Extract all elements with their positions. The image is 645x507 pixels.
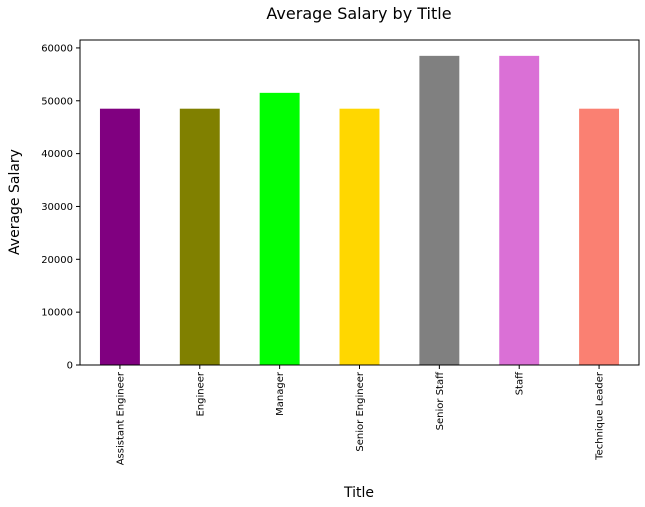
x-axis: Assistant Engineer Engineer Manager Senior … bbox=[115, 365, 606, 465]
y-axis-label: Average Salary bbox=[7, 149, 23, 255]
bar-manager bbox=[259, 92, 300, 366]
y-tick-label: 40000 bbox=[41, 149, 73, 160]
y-tick-label: 10000 bbox=[41, 308, 73, 319]
bar-technique-leader bbox=[579, 108, 620, 365]
plot-area bbox=[79, 39, 640, 366]
x-tick-label: Technique Leader bbox=[595, 371, 606, 461]
bar-engineer bbox=[179, 108, 220, 365]
bar-senior-staff bbox=[419, 55, 460, 365]
x-tick-label: Engineer bbox=[195, 371, 206, 416]
x-axis-label: Title bbox=[343, 485, 374, 501]
bars bbox=[99, 55, 620, 366]
bar-assistant-engineer bbox=[99, 108, 140, 365]
chart-title: Average Salary by Title bbox=[266, 4, 451, 23]
y-tick-label: 50000 bbox=[41, 96, 73, 107]
y-axis: 0 10000 20000 30000 40000 50000 60000 bbox=[41, 43, 80, 372]
bar-staff bbox=[499, 55, 540, 365]
y-tick-label: 0 bbox=[67, 361, 73, 372]
x-tick-label: Senior Staff bbox=[435, 371, 446, 430]
y-tick-label: 60000 bbox=[41, 43, 73, 54]
x-tick-label: Senior Engineer bbox=[355, 371, 366, 451]
x-tick-label: Assistant Engineer bbox=[115, 371, 126, 465]
x-tick-label: Staff bbox=[515, 371, 526, 395]
bar-senior-engineer bbox=[339, 108, 380, 365]
y-tick-label: 20000 bbox=[41, 255, 73, 266]
y-tick-label: 30000 bbox=[41, 202, 73, 213]
x-tick-label: Manager bbox=[275, 371, 286, 416]
